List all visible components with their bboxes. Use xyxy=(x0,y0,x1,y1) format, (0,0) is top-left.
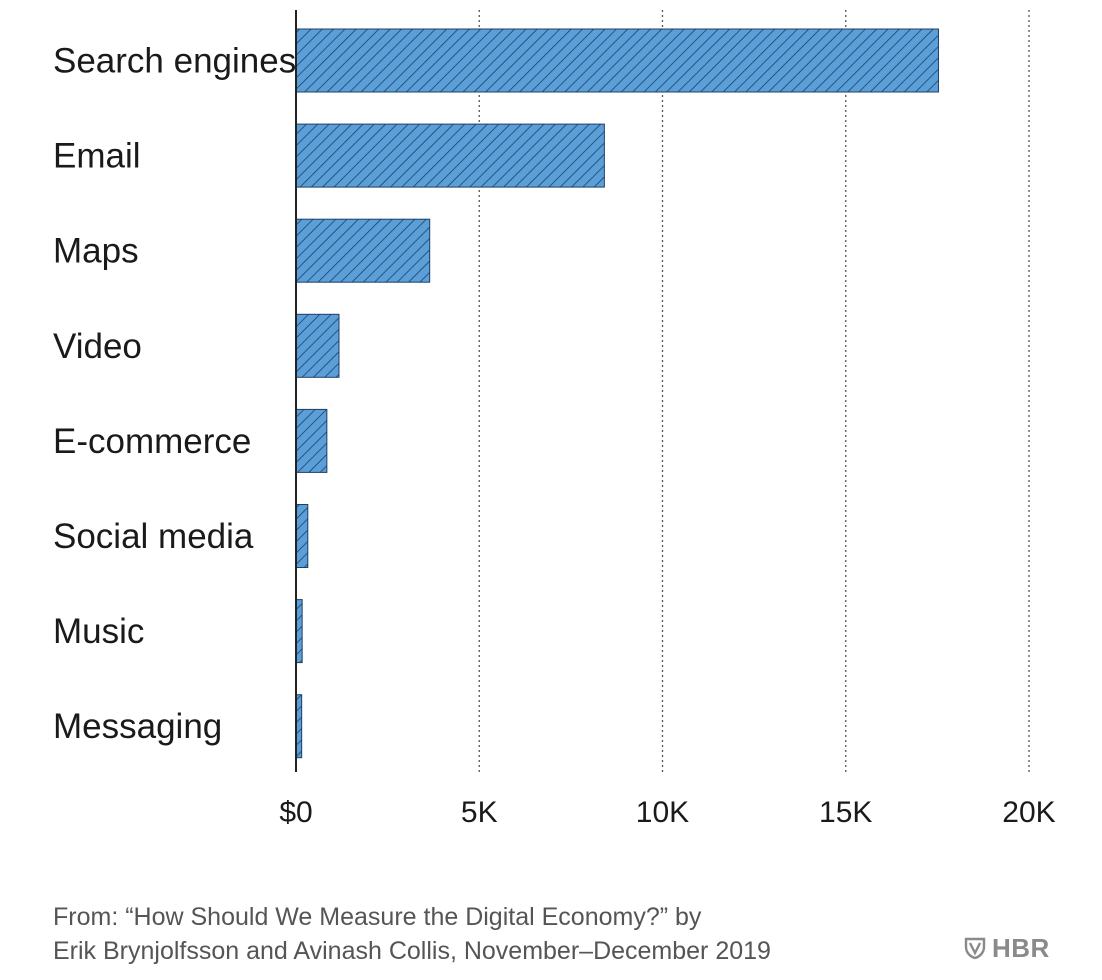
bar xyxy=(295,218,431,283)
category-label: Messaging xyxy=(53,707,222,746)
x-tick-label: $0 xyxy=(279,796,312,829)
category-labels: Search engines Email Maps Video E-commerce So… xyxy=(53,42,296,747)
gridlines xyxy=(478,10,1030,772)
x-axis-tick-labels: $0 5K 10K 15K 20K xyxy=(279,796,1055,829)
category-label: Search engines xyxy=(53,42,296,81)
category-label: Maps xyxy=(53,232,139,271)
category-label: E-commerce xyxy=(53,422,251,461)
brand-text: HBR xyxy=(992,932,1050,963)
x-tick-label: 10K xyxy=(636,796,689,829)
x-tick-label: 20K xyxy=(1002,796,1055,829)
source-line-1: From: “How Should We Measure the Digital… xyxy=(53,903,702,931)
hbr-logo: HBR xyxy=(964,932,1050,964)
category-label: Social media xyxy=(53,517,254,556)
category-label: Video xyxy=(53,327,142,366)
bar-chart: Search engines Email Maps Video E-commerce So… xyxy=(53,10,1056,829)
bar xyxy=(295,408,328,473)
x-tick-label: 5K xyxy=(461,796,498,829)
category-label: Email xyxy=(53,137,141,176)
x-tick-label: 15K xyxy=(819,796,872,829)
bar xyxy=(295,504,309,568)
source-line-2: Erik Brynjolfsson and Avinash Collis, No… xyxy=(53,937,771,965)
bar xyxy=(295,28,939,93)
bars xyxy=(295,28,939,759)
source-note: From: “How Should We Measure the Digital… xyxy=(53,900,953,968)
bar xyxy=(295,313,340,378)
shield-icon xyxy=(964,937,986,960)
category-label: Music xyxy=(53,612,144,651)
bar xyxy=(295,123,605,188)
